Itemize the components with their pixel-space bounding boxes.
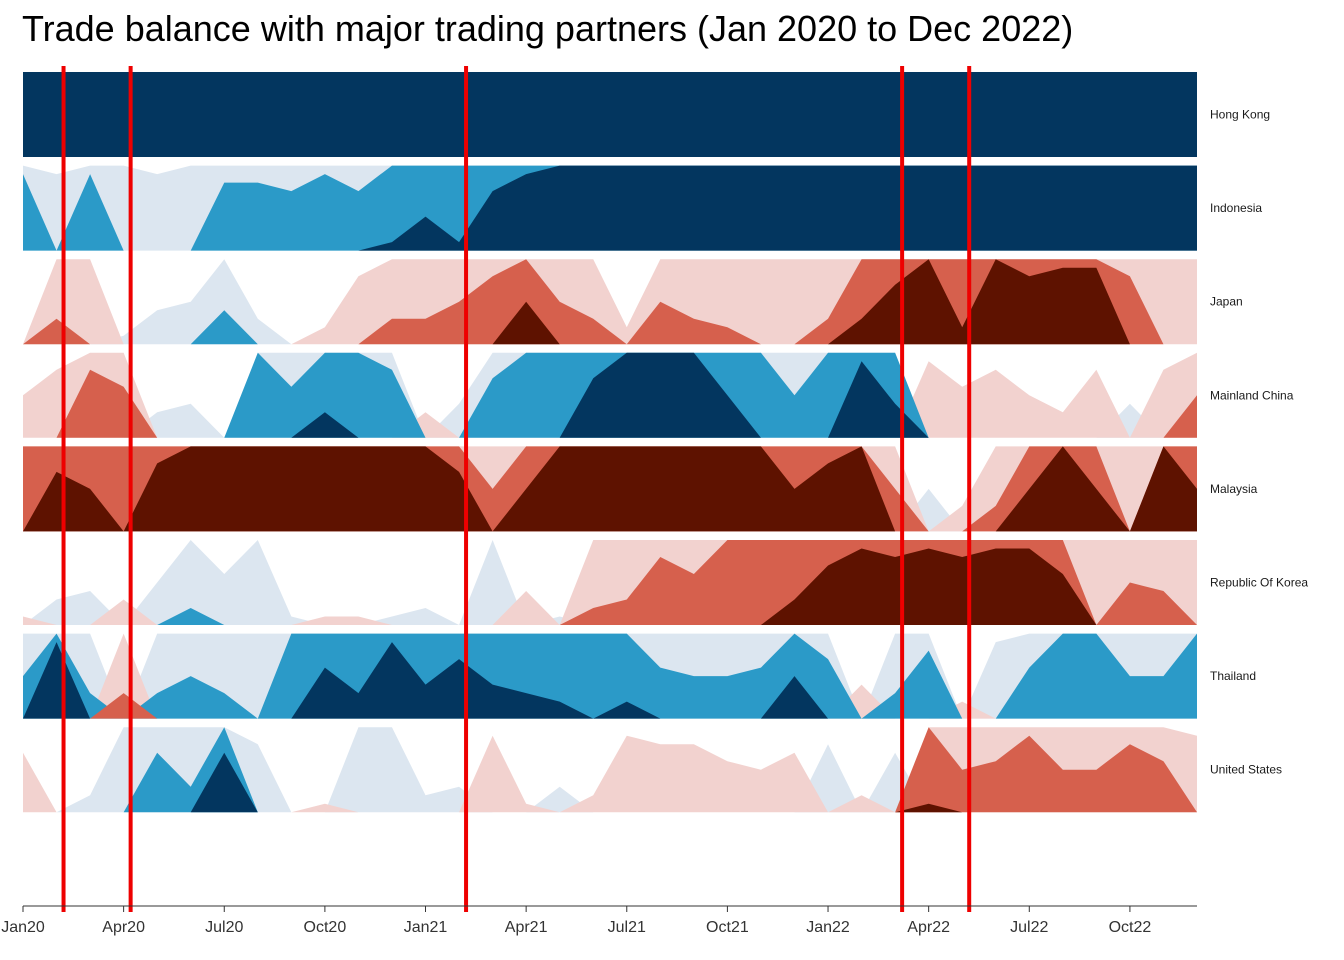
hong-kong-positive-band-3: [23, 72, 1197, 157]
thailand-negative-band-2: [23, 693, 1197, 719]
x-tick-label: Jan22: [806, 919, 850, 936]
x-tick-label: Jul20: [205, 919, 243, 936]
strip-label: United States: [1210, 763, 1282, 777]
japan-positive-band-1: [23, 259, 1197, 345]
x-tick-label: Apr20: [102, 919, 145, 936]
strip-united-states: [23, 727, 1197, 813]
strip-label: Mainland China: [1210, 388, 1294, 402]
x-tick-label: Jan21: [404, 919, 448, 936]
x-tick-label: Oct21: [706, 919, 749, 936]
strip-republic-of-korea: [23, 540, 1197, 625]
strip-indonesia: [23, 165, 1197, 251]
strip-label: Japan: [1210, 295, 1243, 309]
strip-label: Indonesia: [1210, 201, 1262, 215]
x-tick-label: Jul22: [1010, 919, 1048, 936]
chart-strips: [23, 72, 1197, 813]
strip-label: Republic Of Korea: [1210, 576, 1308, 590]
x-tick-label: Apr21: [505, 919, 548, 936]
strip-japan: [23, 259, 1197, 345]
x-tick-label: Jul21: [608, 919, 646, 936]
strip-malaysia: [23, 446, 1197, 532]
strip-thailand: [23, 633, 1197, 719]
strip-labels: Hong Kong Indonesia Japan Mainland China Mal…: [1210, 108, 1308, 777]
strip-label: Thailand: [1210, 669, 1256, 683]
malaysia-negative-band-3: [23, 446, 1197, 532]
x-tick-label: Jan20: [1, 919, 45, 936]
strip-mainland-china: [23, 352, 1197, 438]
chart-title: Trade balance with major trading partner…: [22, 8, 1074, 49]
cutoff-lines: [61, 66, 972, 912]
strip-label: Malaysia: [1210, 482, 1258, 496]
x-axis: Jan20 Apr20 Jul20 Oct20 Jan21 Apr21 Jul21 Oct21…: [1, 905, 1197, 936]
strip-hong-kong: [23, 72, 1197, 157]
thailand-positive-band-3: [23, 642, 1197, 719]
x-tick-label: Oct22: [1109, 919, 1152, 936]
x-tick-label: Apr22: [907, 919, 950, 936]
strip-label: Hong Kong: [1210, 108, 1270, 122]
x-tick-label: Oct20: [304, 919, 347, 936]
united-states-positive-band-2: [23, 727, 1197, 813]
mainland-china-negative-band-2: [23, 369, 1197, 438]
